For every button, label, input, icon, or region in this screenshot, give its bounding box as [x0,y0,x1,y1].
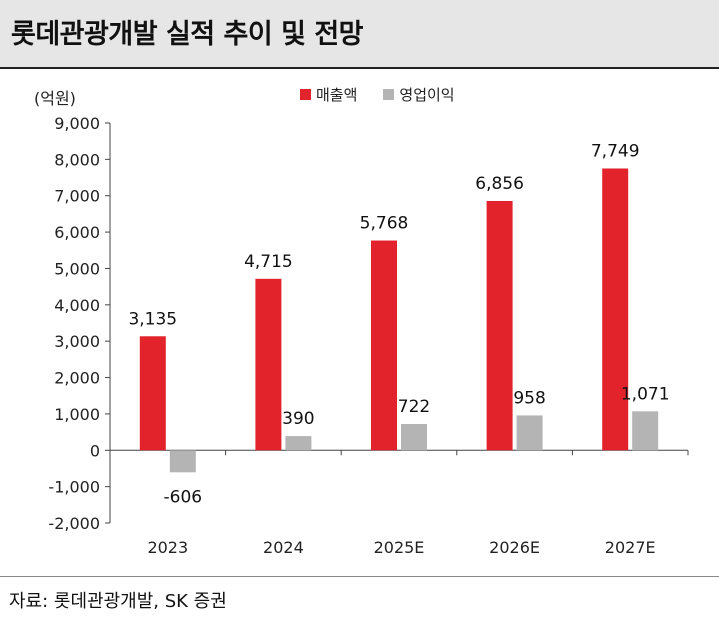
bar-revenue [139,336,166,451]
bar-operating-profit [285,436,312,451]
y-tick-label: 8,000 [54,150,100,169]
y-tick-label: -2,000 [48,514,100,533]
y-tick-label: 1,000 [54,405,100,424]
y-tick-label: 2,000 [54,369,100,388]
x-tick-label: 2025E [374,538,425,557]
bar-revenue [602,168,629,451]
data-label-operating-profit: 958 [513,388,545,408]
y-tick-label: 3,000 [54,332,100,351]
y-tick-label: 9,000 [54,114,100,133]
x-tick-label: 2027E [605,538,656,557]
legend-item-revenue: 매출액 [300,84,357,105]
bar-revenue [486,200,513,451]
y-tick-label: 0 [90,441,100,460]
legend: 매출액 영업이익 [300,84,455,105]
y-tick-label: 5,000 [54,259,100,278]
bar-operating-profit [516,415,543,451]
bar-chart: 9,000 8,000 7,000 6,000 5,000 4,000 3,000 2,000… [48,114,689,557]
legend-swatch-revenue [300,89,311,100]
legend-swatch-operating-profit [383,89,395,100]
bar-revenue [371,240,397,451]
data-label-revenue: 4,715 [244,252,293,272]
data-label-revenue: 7,749 [591,141,640,161]
bar-operating-profit [169,450,196,473]
data-label-operating-profit: -606 [164,487,203,507]
title-divider [0,67,719,69]
legend-item-operating-profit: 영업이익 [383,84,455,105]
bar-operating-profit [632,411,659,451]
data-label-operating-profit: 722 [398,397,430,417]
bar-operating-profit [401,424,427,451]
y-tick-label: -1,000 [48,478,100,497]
unit-label: (억원) [34,89,76,108]
y-tick-label: 4,000 [54,296,100,315]
data-label-revenue: 6,856 [475,174,524,194]
data-label-revenue: 5,768 [360,214,409,234]
legend-label-revenue: 매출액 [316,86,358,104]
source-note: 자료: 롯데관광개발, SK 증권 [9,591,227,612]
data-label-operating-profit: 390 [282,409,314,429]
y-tick-label: 6,000 [54,223,100,242]
x-tick-label: 2023 [147,538,188,557]
title-bar: 롯데관광개발 실적 추이 및 전망 [0,0,719,67]
y-tick-label: 7,000 [54,187,100,206]
bottom-divider [0,576,719,577]
legend-label-operating-profit: 영업이익 [399,86,455,104]
chart-title: 롯데관광개발 실적 추이 및 전망 [11,19,364,50]
x-tick-label: 2024 [263,538,304,557]
data-label-revenue: 3,135 [128,309,177,329]
data-label-operating-profit: 1,071 [621,384,670,404]
x-tick-label: 2026E [489,538,540,557]
bar-revenue [255,278,282,451]
